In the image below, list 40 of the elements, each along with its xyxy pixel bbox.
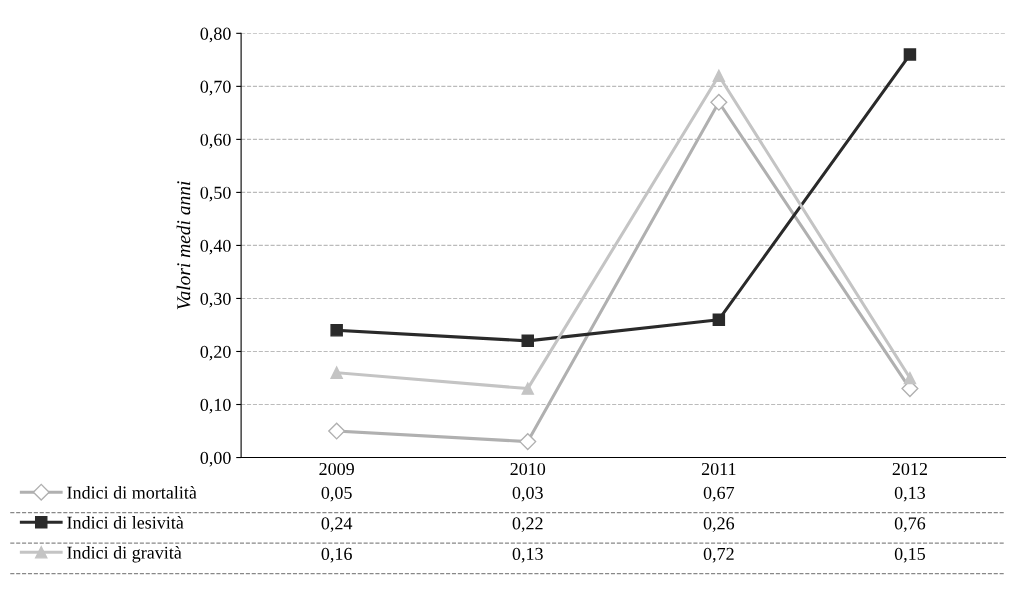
- point: [712, 313, 726, 326]
- legend-label: Indici di gravità: [67, 546, 182, 563]
- data-label: 0,24: [321, 517, 353, 533]
- legend-label: Indici di lesività: [67, 516, 184, 529]
- data-label: 0,03: [512, 486, 543, 502]
- data-label: 0,22: [512, 517, 543, 533]
- y-axis-title: Valori medi anni: [176, 181, 191, 310]
- y-tick-label: 0,40: [200, 239, 231, 255]
- y-tick-label: 0,30: [200, 292, 231, 308]
- point: [328, 422, 346, 440]
- data-label: 0,76: [894, 517, 926, 533]
- y-tick-label: 0,50: [200, 186, 231, 202]
- data-label: 0,13: [512, 547, 543, 563]
- data-label: 0,05: [321, 486, 352, 502]
- point: [710, 93, 728, 111]
- point: [519, 433, 537, 451]
- y-tick-label: 0,10: [200, 398, 231, 414]
- y-tick-label: 0,00: [200, 451, 231, 467]
- point: [330, 324, 343, 337]
- x-tick-label: 2010: [510, 462, 546, 476]
- y-tick-label: 0,20: [200, 345, 231, 361]
- point: [521, 334, 534, 348]
- data-label: 0,16: [321, 547, 352, 563]
- point: [903, 48, 917, 61]
- point: [330, 366, 343, 379]
- data-label: 0,26: [703, 517, 735, 533]
- point: [903, 371, 917, 385]
- y-tick-label: 0,70: [200, 80, 231, 96]
- data-label: 0,15: [894, 547, 926, 563]
- data-label: 0,67: [703, 486, 735, 502]
- y-tick-label: 0,60: [200, 133, 231, 149]
- point: [712, 69, 726, 83]
- x-tick-label: 2012: [892, 462, 927, 476]
- data-label: 0,72: [703, 547, 734, 563]
- data-label: 0,13: [894, 486, 926, 502]
- y-tick-label: 0,80: [200, 27, 231, 43]
- legend-label: Indici di mortalità: [67, 485, 197, 499]
- x-tick-label: 2011: [701, 462, 736, 476]
- x-tick-label: 2009: [319, 462, 354, 476]
- point: [521, 382, 534, 395]
